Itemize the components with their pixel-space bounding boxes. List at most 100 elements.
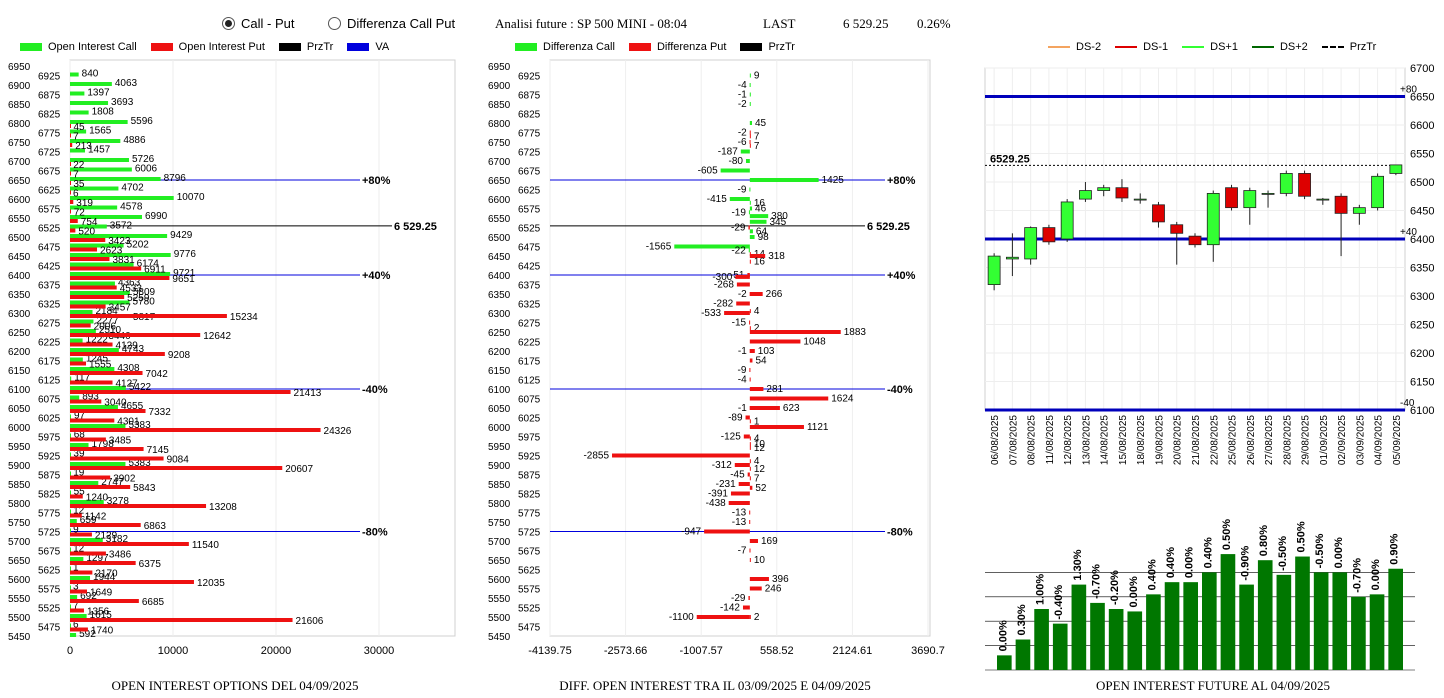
pct-bar [1313, 572, 1329, 670]
diff-bar [749, 396, 829, 401]
diff-bar-label: -605 [698, 166, 718, 177]
diff-bar-label: 1 [754, 416, 760, 427]
put-bar [70, 323, 91, 328]
call-bar-label: 1222 [86, 335, 109, 346]
strike-tick-label: 6550 [488, 214, 511, 225]
x-tick-label: 10000 [158, 645, 189, 657]
put-bar [70, 599, 139, 603]
put-bar [70, 561, 136, 565]
diff-bar [748, 210, 750, 215]
last-value: 6 529.25 [843, 16, 889, 31]
put-bar [70, 380, 113, 385]
strike-minor-label: 6875 [518, 91, 541, 102]
candle-body [987, 255, 1001, 286]
diff-bar-label: -7 [738, 546, 747, 557]
put-bar-label: 520 [78, 227, 95, 238]
date-tick-label: 03/09/2025 [1355, 415, 1366, 465]
put-bar-label: 2129 [95, 531, 118, 542]
call-bar-label: 5596 [131, 116, 154, 127]
call-bar [70, 443, 89, 447]
call-bar-label: 4702 [121, 183, 144, 194]
strike-minor-label: 6025 [518, 414, 541, 425]
strike-minor-label: 5925 [518, 452, 541, 463]
put-bar-label: 4301 [117, 417, 140, 428]
diff-bar-label: -29 [731, 593, 746, 604]
put-bar-label: 2170 [95, 569, 118, 580]
strike-minor-label: 5925 [38, 452, 61, 463]
strike-tick-label: 6600 [8, 195, 31, 206]
date-tick-label: 29/08/2025 [1301, 415, 1312, 465]
put-bar [70, 342, 113, 347]
put-bar-label: 15234 [230, 312, 258, 323]
call-bar-label: 3278 [107, 496, 130, 507]
diff-bar [738, 482, 750, 486]
pct-bar [1239, 584, 1254, 670]
candle-body [1206, 192, 1220, 246]
strike-minor-label: 6225 [38, 338, 61, 349]
call-bar-label: 39 [73, 449, 85, 460]
call-bar [70, 196, 174, 200]
put-bar-label: 6375 [139, 559, 162, 570]
candle-body [1225, 187, 1238, 209]
pct-bar-label: 0.90% [1389, 533, 1401, 564]
diff-bar [749, 466, 751, 471]
strike-minor-label: 6575 [38, 205, 61, 216]
call-bar [70, 272, 171, 276]
strike-minor-label: 6675 [38, 167, 61, 178]
call-bar [70, 576, 91, 580]
strike-minor-label: 5775 [38, 509, 61, 520]
diff-bar [749, 200, 751, 205]
y-tick-label: 6250 [1410, 320, 1434, 332]
price-line-label: 6529.25 [990, 153, 1030, 165]
diff-bar-label: -9 [737, 365, 746, 376]
strike-minor-label: 5775 [518, 509, 541, 520]
strike-minor-label: 5725 [38, 528, 61, 539]
call-bar [70, 82, 112, 86]
strike-tick-label: 5850 [488, 480, 511, 491]
call-bar [70, 253, 171, 257]
strike-minor-label: 5475 [518, 623, 541, 634]
call-bar [70, 528, 71, 533]
radio-diff[interactable]: Differenza Call Put [328, 16, 455, 31]
call-bar [70, 481, 99, 485]
strike-tick-label: 6850 [488, 100, 511, 111]
put-bar [70, 228, 76, 233]
diff-bar [749, 406, 780, 410]
call-bar [70, 623, 71, 628]
strike-tick-label: 6000 [488, 423, 511, 434]
diff-bar-label: 16 [754, 257, 766, 268]
call-bar [70, 519, 77, 523]
pct-bar [1369, 594, 1385, 670]
strike-minor-label: 6325 [38, 300, 61, 311]
call-bar [70, 224, 107, 229]
legend-item-diff-put: Differenza Put [628, 41, 726, 53]
diff-bar-label: -89 [728, 413, 743, 424]
diff-bar-label: 4 [754, 433, 760, 444]
diff-bar-label: -2 [738, 99, 747, 110]
date-tick-label: 14/08/2025 [1100, 415, 1111, 465]
strike-minor-label: 5875 [518, 471, 541, 482]
diff-bar [749, 387, 764, 391]
put-bar [70, 124, 71, 128]
date-tick-label: 19/08/2025 [1154, 415, 1165, 465]
diff-bar [749, 330, 841, 334]
call-bar [70, 91, 85, 96]
put-bar-label: 3831 [112, 255, 135, 266]
date-tick-label: 06/08/2025 [990, 415, 1001, 465]
call-bar-label: 592 [79, 629, 96, 640]
put-bar-label: 1649 [90, 588, 113, 599]
legend-diff: Differenza Call Differenza Put PrzTr [515, 40, 809, 54]
diff-bar [749, 235, 755, 239]
diff-bar-label: -9 [737, 185, 746, 196]
strike-minor-label: 6675 [518, 167, 541, 178]
put-bar-label: 20607 [285, 464, 313, 475]
radio-call-put[interactable]: Call - Put [222, 16, 294, 31]
strike-tick-label: 6050 [488, 404, 511, 415]
call-bar-label: 2510 [99, 325, 122, 336]
legend-item-diff-call: Differenza Call [515, 41, 615, 53]
call-bar-label: 5383 [128, 420, 151, 431]
call-bar-label: 3182 [106, 534, 129, 545]
diff-bar [749, 377, 751, 382]
diff-bar [749, 83, 751, 87]
call-bar-label: 6174 [137, 259, 160, 270]
